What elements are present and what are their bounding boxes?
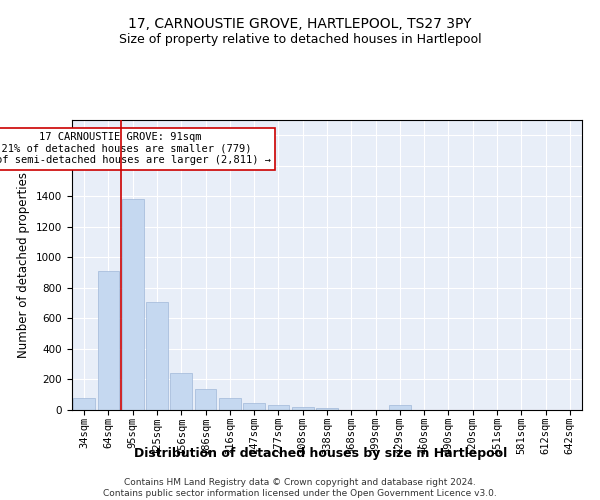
- Text: Distribution of detached houses by size in Hartlepool: Distribution of detached houses by size …: [134, 448, 508, 460]
- Text: Contains HM Land Registry data © Crown copyright and database right 2024.
Contai: Contains HM Land Registry data © Crown c…: [103, 478, 497, 498]
- Bar: [194, 388, 217, 410]
- Bar: [389, 406, 411, 410]
- Text: Size of property relative to detached houses in Hartlepool: Size of property relative to detached ho…: [119, 32, 481, 46]
- Bar: [170, 372, 192, 410]
- Bar: [146, 302, 168, 410]
- Bar: [268, 406, 289, 410]
- Bar: [292, 407, 314, 410]
- Bar: [97, 271, 119, 410]
- Bar: [243, 403, 265, 410]
- Y-axis label: Number of detached properties: Number of detached properties: [17, 172, 31, 358]
- Bar: [73, 398, 95, 410]
- Bar: [316, 408, 338, 410]
- Text: 17, CARNOUSTIE GROVE, HARTLEPOOL, TS27 3PY: 17, CARNOUSTIE GROVE, HARTLEPOOL, TS27 3…: [128, 18, 472, 32]
- Text: 17 CARNOUSTIE GROVE: 91sqm
← 21% of detached houses are smaller (779)
77% of sem: 17 CARNOUSTIE GROVE: 91sqm ← 21% of deta…: [0, 132, 271, 166]
- Bar: [122, 200, 143, 410]
- Bar: [219, 398, 241, 410]
